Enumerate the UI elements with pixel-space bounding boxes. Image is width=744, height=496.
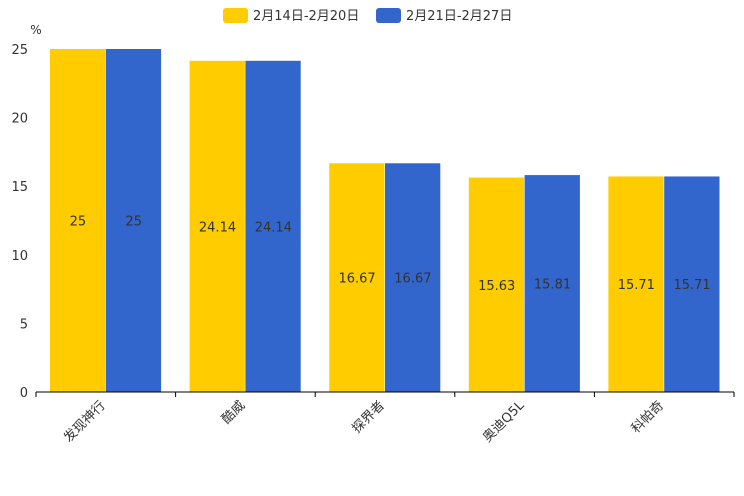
legend-swatch[interactable] (223, 8, 248, 23)
data-label: 15.71 (673, 278, 710, 293)
y-axis-unit: % (30, 23, 41, 37)
data-label: 15.63 (478, 279, 515, 294)
data-label: 25 (125, 215, 142, 230)
data-label: 24.14 (199, 220, 236, 235)
data-label: 24.14 (255, 220, 292, 235)
bar[interactable] (664, 176, 720, 392)
bar[interactable] (385, 163, 441, 392)
x-axis: 发现神行 酷威 探界者 奥迪Q5L 科帕奇 (35, 391, 735, 446)
y-tick-label: 5 (20, 317, 28, 332)
y-tick-label: 25 (11, 43, 28, 58)
legend: 2月14日-2月20日 2月21日-2月27日 (223, 8, 512, 24)
bar[interactable] (329, 163, 385, 392)
data-label: 16.67 (394, 272, 431, 287)
x-tick-label: 科帕奇 (628, 398, 667, 437)
legend-label[interactable]: 2月14日-2月20日 (253, 9, 359, 24)
bar[interactable] (524, 175, 580, 392)
data-label: 16.67 (338, 272, 375, 287)
bar[interactable] (50, 49, 106, 392)
bars: 25 25 24.14 24.14 16.67 16.67 15.63 15.81 15.71 1… (50, 49, 720, 393)
y-tick-label: 10 (11, 249, 28, 264)
x-tick-label: 探界者 (350, 398, 388, 436)
x-tick-label: 发现神行 (61, 398, 109, 446)
bar[interactable] (245, 60, 301, 393)
y-tick-label: 0 (20, 386, 28, 401)
data-label: 15.71 (618, 278, 655, 293)
bar[interactable] (468, 177, 525, 392)
y-axis: 0 5 10 15 20 25 (11, 43, 28, 401)
y-tick-label: 15 (11, 180, 28, 195)
bar[interactable] (608, 176, 664, 392)
x-tick-label: 奥迪Q5L (480, 398, 528, 446)
legend-swatch[interactable] (376, 8, 401, 23)
legend-label[interactable]: 2月21日-2月27日 (406, 9, 512, 24)
bar[interactable] (105, 49, 162, 392)
bar[interactable] (189, 60, 245, 393)
x-tick-label: 酷威 (219, 398, 248, 427)
y-tick-label: 20 (11, 112, 28, 127)
data-label: 15.81 (534, 278, 571, 293)
data-label: 25 (70, 215, 87, 230)
